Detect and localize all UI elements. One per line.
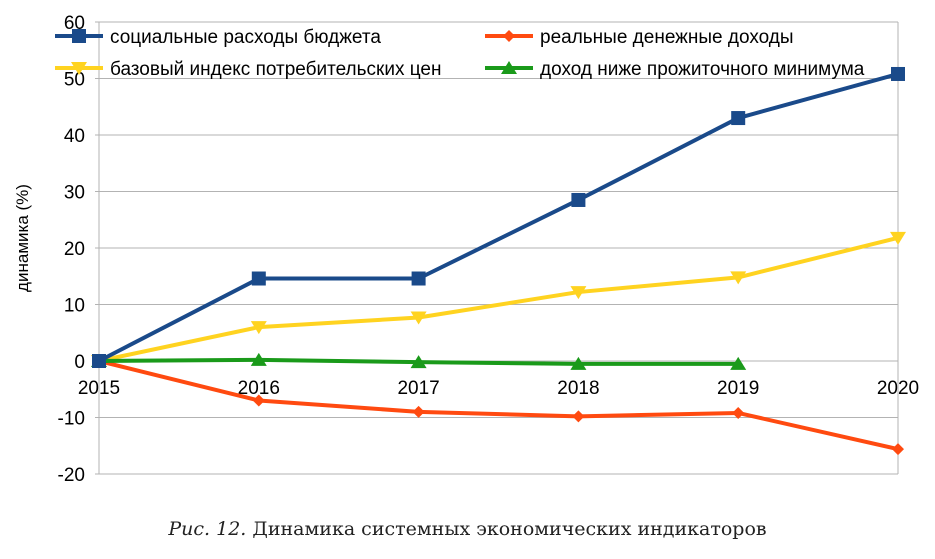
legend-label: базовый индекс потребительских цен	[110, 59, 441, 80]
caption-label: Рис. 12.	[168, 518, 247, 540]
data-point	[92, 354, 106, 368]
x-tick-label: 2015	[78, 378, 120, 399]
x-tick-label: 2017	[397, 378, 439, 399]
y-tick-label: 10	[64, 296, 85, 317]
y-tick-label: -20	[58, 465, 85, 486]
y-axis-label: динамика (%)	[13, 184, 32, 292]
legend-item: базовый индекс потребительских цен	[55, 59, 441, 80]
data-point	[732, 406, 745, 419]
y-tick-label: -10	[58, 409, 85, 430]
data-point	[892, 443, 904, 456]
series-0	[92, 66, 905, 368]
legend-marker	[503, 30, 515, 42]
legend-marker	[72, 29, 86, 43]
data-point	[572, 410, 585, 423]
legend-item: реальные денежные доходы	[485, 27, 794, 48]
y-tick-label: 0	[74, 352, 85, 373]
x-tick-label: 2016	[238, 378, 280, 399]
legend-item: социальные расходы бюджета	[55, 27, 381, 48]
series-1	[93, 355, 904, 456]
x-tick-label: 2020	[877, 378, 919, 399]
figure-caption: Рис. 12. Динамика системных экономически…	[0, 518, 935, 540]
data-point	[412, 405, 425, 418]
series-line	[98, 72, 899, 363]
y-tick-label: 30	[64, 183, 85, 204]
data-point	[250, 352, 267, 366]
data-point	[570, 356, 587, 370]
x-tick-label: 2018	[557, 378, 599, 399]
data-point	[891, 66, 905, 81]
data-point	[730, 356, 747, 370]
legend-item: доход ниже прожиточного минимума	[485, 59, 865, 80]
data-point	[250, 321, 267, 335]
legend-marker	[71, 62, 87, 75]
x-tick-label: 2019	[717, 378, 759, 399]
data-point	[890, 231, 906, 245]
data-point	[571, 192, 586, 207]
data-point	[410, 355, 427, 369]
y-tick-label: 60	[64, 13, 85, 34]
legend-label: реальные денежные доходы	[540, 27, 794, 48]
legend-label: социальные расходы бюджета	[110, 27, 381, 48]
series-line	[98, 235, 899, 363]
data-point	[411, 271, 426, 286]
data-point	[730, 271, 747, 285]
y-tick-label: 20	[64, 239, 85, 260]
series-line	[98, 359, 899, 452]
data-point	[570, 286, 587, 300]
caption-text: Динамика системных экономических индикат…	[246, 518, 767, 540]
legend-marker	[501, 61, 517, 74]
y-tick-label: 40	[64, 126, 85, 147]
data-point	[731, 111, 746, 126]
line-chart: -20 -10 0 10 20 30 40 50 60 2015 2016 2017 2018 2019 2…	[13, 13, 919, 486]
data-point	[252, 394, 265, 407]
y-tick-label: 50	[64, 70, 85, 91]
data-point	[410, 311, 427, 325]
legend-label: доход ниже прожиточного минимума	[540, 59, 865, 80]
data-point	[251, 271, 266, 286]
